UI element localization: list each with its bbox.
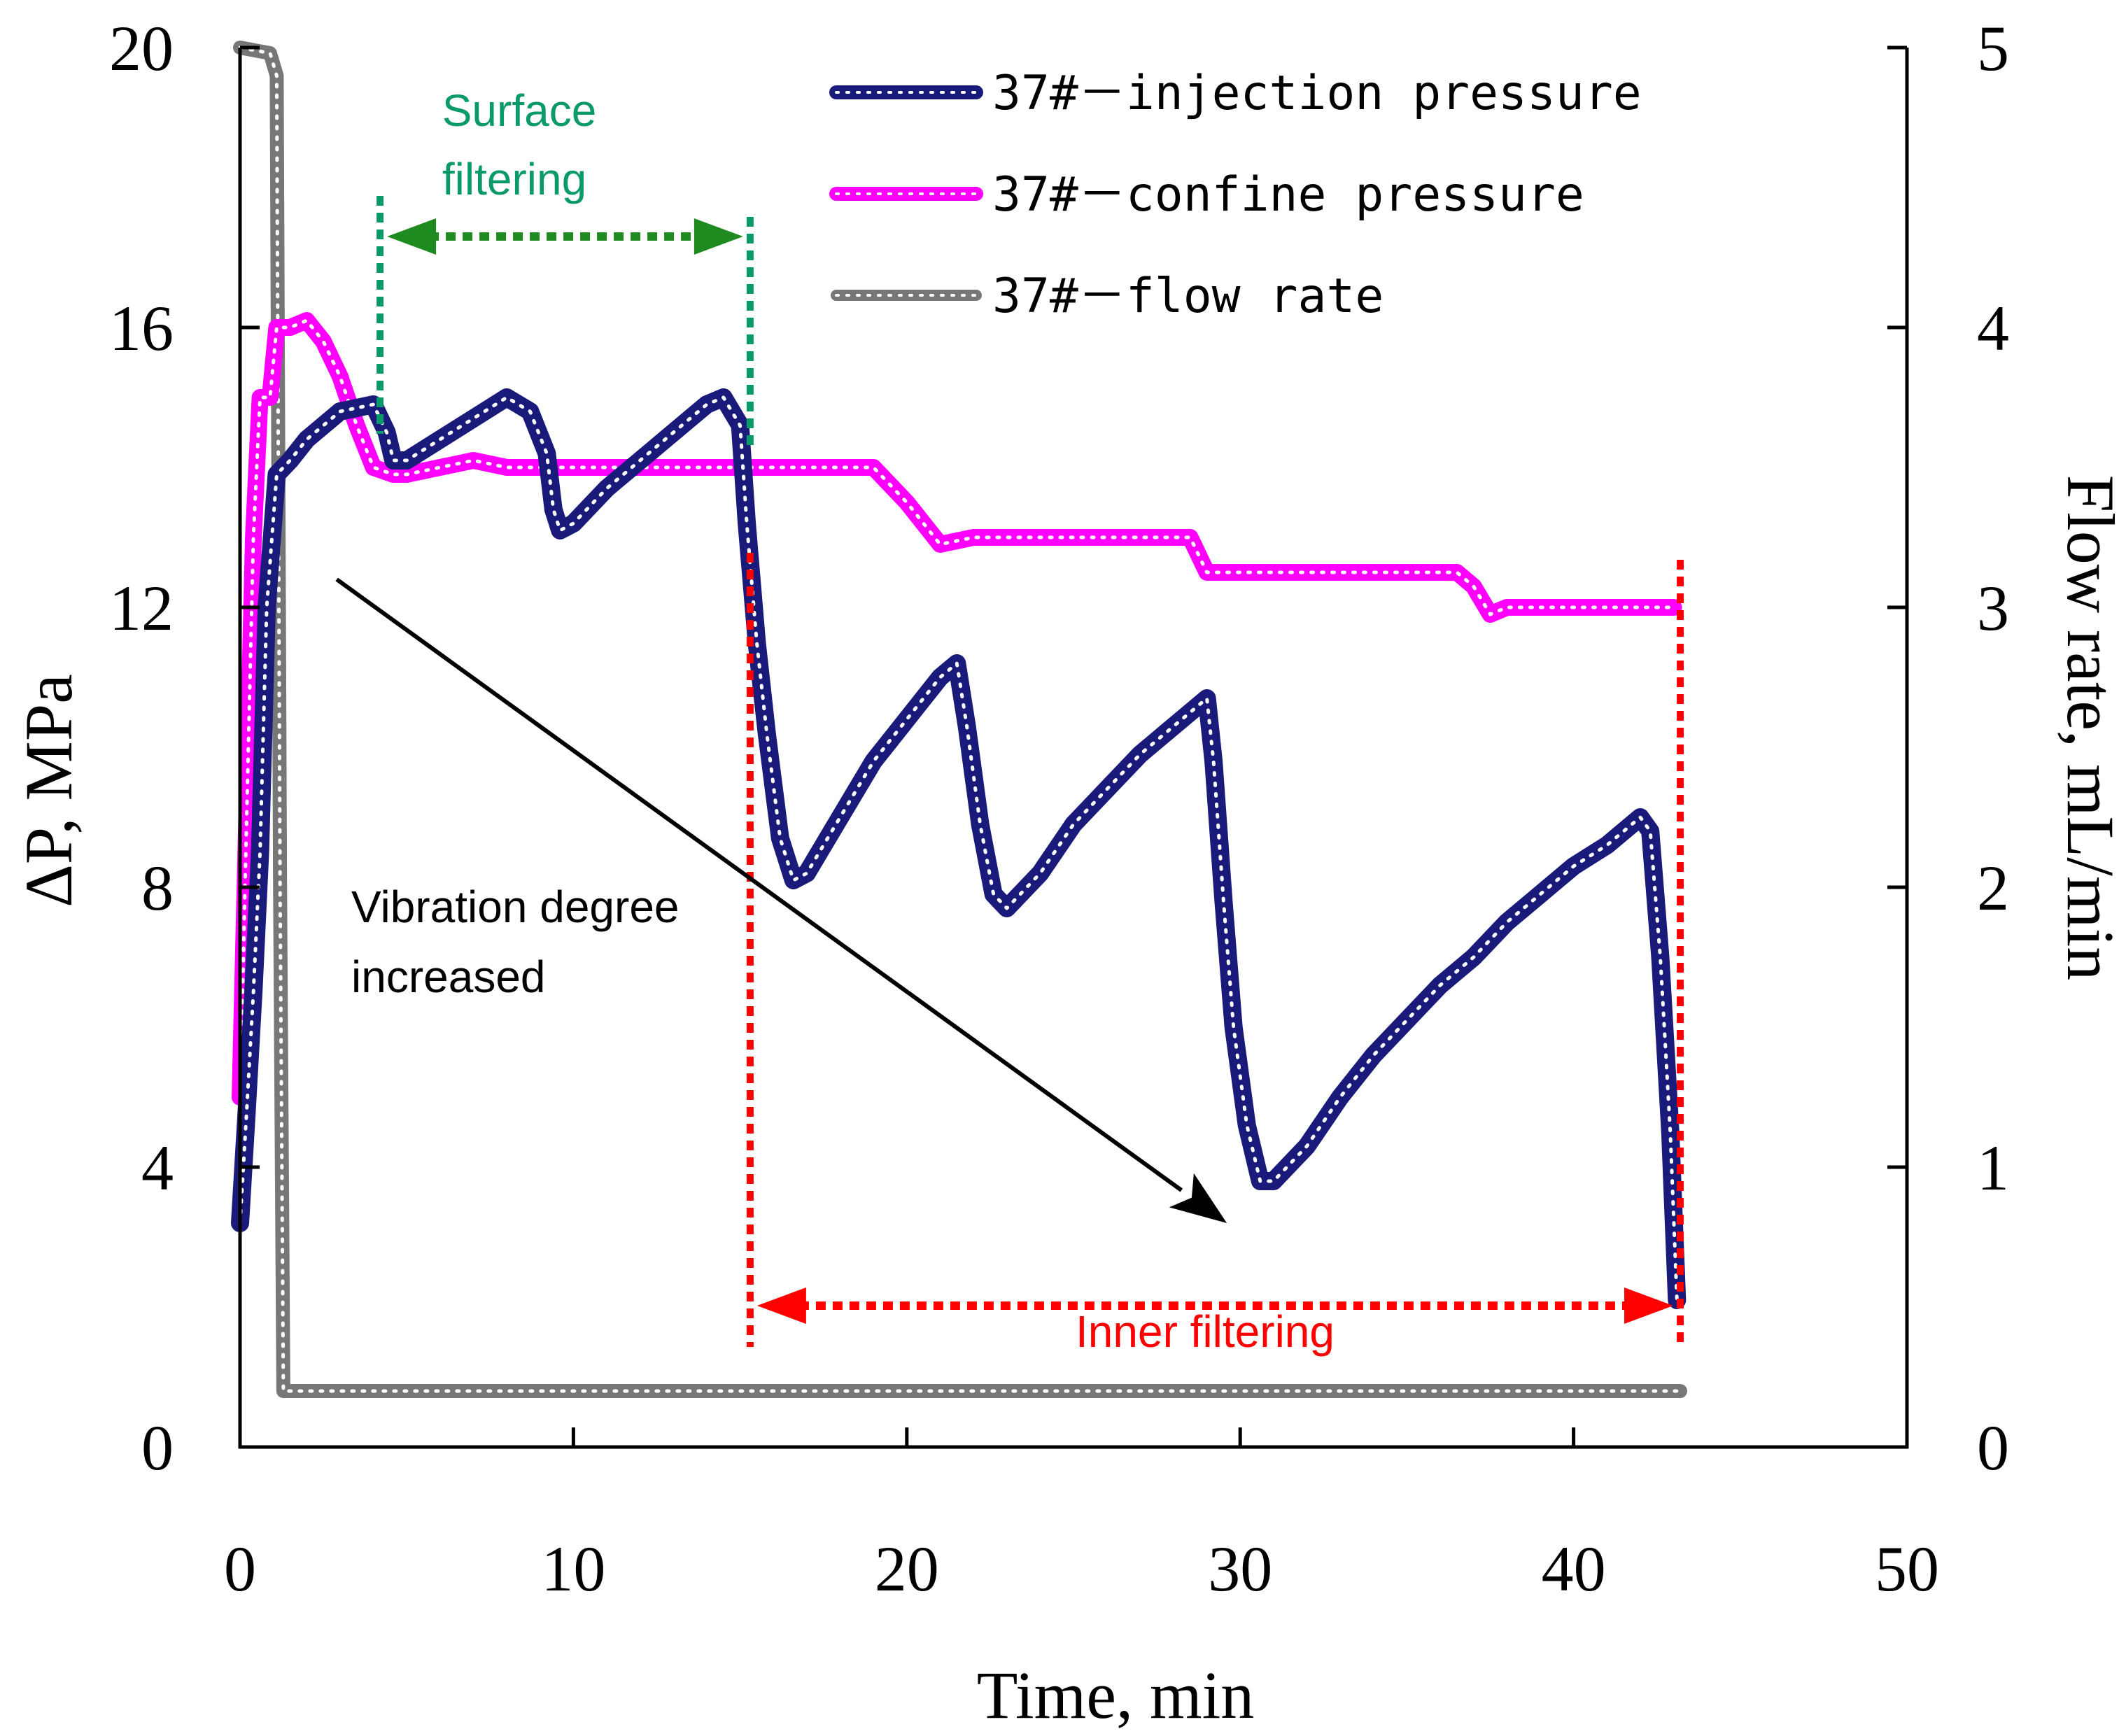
vibration-arrow-head	[1169, 1173, 1227, 1223]
legend-label-injection-pressure: 37#－injection pressure	[992, 66, 1642, 121]
y-tick-label-right: 4	[1977, 292, 2009, 364]
y-tick-label-left: 16	[109, 292, 174, 364]
x-tick-label: 20	[875, 1533, 939, 1604]
vibration-arrow-line	[335, 577, 1183, 1192]
vibration-label-line2: increased	[351, 952, 546, 1002]
series-layer	[231, 41, 1687, 1398]
inner-filtering-arrow-head-left	[756, 1287, 806, 1324]
legend: 37#－injection pressure 37#－confine press…	[829, 66, 1642, 324]
series-line-confine-pressure-dots	[238, 318, 1675, 1099]
y-tick-label-right: 0	[1977, 1412, 2009, 1483]
y-axis-right-title: Flow rate, mL/min	[2053, 475, 2126, 981]
inner-filtering-label: Inner filtering	[1076, 1306, 1335, 1357]
legend-label-confine-pressure: 37#－confine pressure	[992, 167, 1584, 223]
x-tick-label: 30	[1208, 1533, 1272, 1604]
y-tick-label-left: 12	[109, 572, 174, 644]
y-tick-label-right: 2	[1977, 852, 2009, 924]
x-axis-title: Time, min	[977, 1658, 1255, 1733]
y-tick-label-left: 0	[141, 1412, 174, 1483]
y-tick-label-right: 1	[1977, 1132, 2009, 1204]
annotation-layer: Surface filtering Inner filtering Vibrat…	[335, 85, 1684, 1357]
y-tick-label-right: 5	[1977, 13, 2009, 84]
axes-layer	[238, 48, 1909, 1449]
legend-label-flow-rate: 37#－flow rate	[992, 269, 1384, 324]
y-tick-label-left: 4	[141, 1132, 174, 1204]
x-tick-label: 40	[1542, 1533, 1606, 1604]
x-tick-label: 0	[224, 1533, 256, 1604]
x-tick-label: 10	[541, 1533, 605, 1604]
surface-filtering-label-line2: filtering	[442, 154, 586, 204]
y-tick-label-left: 8	[141, 852, 174, 924]
y-tick-label-right: 3	[1977, 572, 2009, 644]
vibration-label-line1: Vibration degree	[351, 882, 680, 932]
x-tick-label: 50	[1875, 1533, 1939, 1604]
inner-filtering-arrow-head-right	[1624, 1287, 1674, 1324]
series-line-flow-rate-dots	[238, 45, 1682, 1393]
surface-filtering-arrow-head-right	[694, 218, 743, 255]
y-axis-left-title: ΔP, MPa	[11, 674, 86, 908]
y-tick-label-left: 20	[109, 13, 174, 84]
series-line-injection-pressure-dots	[238, 395, 1679, 1302]
surface-filtering-label-line1: Surface	[442, 85, 597, 136]
surface-filtering-arrow-head-left	[387, 218, 437, 255]
